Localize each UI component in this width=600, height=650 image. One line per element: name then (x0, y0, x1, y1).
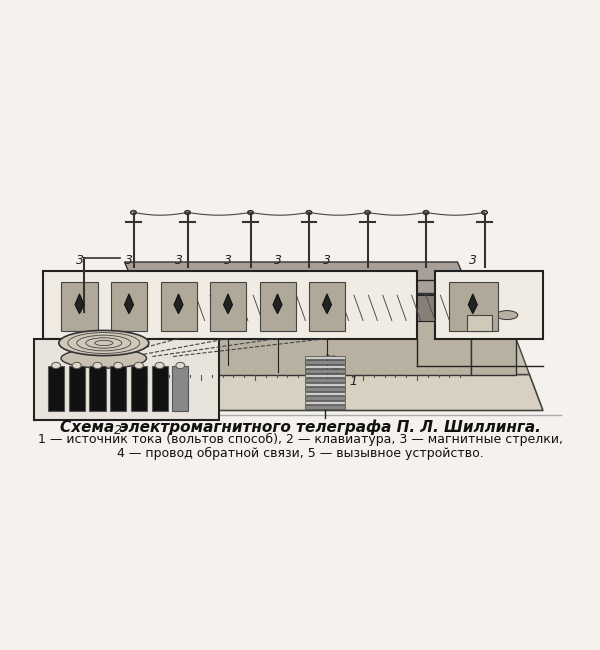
Bar (305, 378, 345, 382)
Text: 3: 3 (76, 254, 83, 266)
Text: 1: 1 (349, 375, 358, 388)
Bar (89, 365, 106, 411)
Ellipse shape (176, 362, 185, 369)
Text: 3: 3 (175, 254, 182, 266)
Text: 5: 5 (485, 321, 493, 334)
Polygon shape (174, 294, 183, 314)
Bar (172, 365, 188, 411)
Polygon shape (71, 339, 530, 374)
Ellipse shape (61, 376, 146, 395)
Bar (305, 360, 345, 364)
Bar (61, 282, 97, 332)
Text: 3: 3 (125, 254, 133, 266)
Bar (131, 365, 147, 411)
Bar (43, 271, 417, 339)
Ellipse shape (496, 311, 518, 320)
Bar (48, 365, 64, 411)
Polygon shape (125, 262, 471, 294)
Ellipse shape (61, 367, 146, 386)
Ellipse shape (61, 358, 146, 377)
Bar (305, 374, 345, 377)
Bar (305, 400, 345, 404)
Bar (111, 282, 147, 332)
Ellipse shape (494, 324, 520, 335)
Bar (110, 365, 127, 411)
Bar (305, 396, 345, 400)
Ellipse shape (155, 362, 164, 369)
Polygon shape (323, 294, 331, 314)
Bar (34, 339, 219, 419)
Bar (161, 282, 197, 332)
Polygon shape (458, 295, 516, 320)
Text: Схема электромагнитного телеграфа П. Л. Шиллинга.: Схема электромагнитного телеграфа П. Л. … (59, 419, 541, 435)
Polygon shape (165, 295, 444, 320)
Ellipse shape (73, 362, 81, 369)
Bar (210, 282, 246, 332)
Bar (435, 271, 543, 339)
Text: 4 — провод обратной связи, 5 — вызывное устройство.: 4 — провод обратной связи, 5 — вызывное … (116, 447, 484, 460)
Polygon shape (57, 374, 543, 411)
Bar (305, 365, 345, 368)
Bar (260, 282, 296, 332)
Ellipse shape (494, 317, 520, 328)
Ellipse shape (114, 362, 122, 369)
Bar (68, 365, 85, 411)
Polygon shape (471, 320, 516, 374)
Bar (467, 315, 492, 332)
Bar (309, 282, 345, 332)
Text: 3: 3 (274, 254, 281, 266)
Text: 1 — источник тока (вольтов способ), 2 — клавиатура, 3 — магнитные стрелки,: 1 — источник тока (вольтов способ), 2 — … (37, 433, 563, 446)
Polygon shape (75, 294, 84, 314)
Bar (305, 356, 345, 359)
Ellipse shape (93, 362, 102, 369)
Text: 3: 3 (469, 254, 477, 266)
Text: 2: 2 (114, 424, 122, 437)
Polygon shape (223, 294, 233, 314)
Bar (305, 387, 345, 391)
Bar (305, 405, 345, 409)
Text: 3: 3 (224, 254, 232, 266)
Text: 4: 4 (332, 364, 340, 377)
Text: 3: 3 (323, 254, 331, 266)
Bar (305, 383, 345, 386)
Bar (305, 369, 345, 372)
Bar (151, 365, 168, 411)
Bar (449, 282, 498, 332)
Bar (305, 391, 345, 395)
Polygon shape (469, 294, 478, 314)
Ellipse shape (52, 362, 61, 369)
Ellipse shape (134, 362, 143, 369)
Polygon shape (125, 294, 133, 314)
Polygon shape (273, 294, 282, 314)
Polygon shape (138, 294, 471, 374)
Ellipse shape (59, 330, 149, 356)
Ellipse shape (61, 348, 146, 368)
